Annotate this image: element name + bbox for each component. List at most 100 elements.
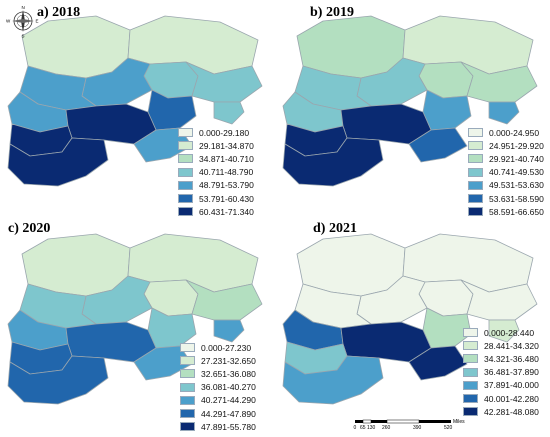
legend-item: 0.000-28.440 — [463, 326, 539, 339]
scale-tick: 260 — [382, 425, 391, 431]
compass-n: N — [22, 5, 25, 10]
legend-item: 42.281-48.080 — [463, 405, 539, 418]
scale-tick: 65 — [360, 425, 366, 431]
legend-label: 37.891-40.000 — [484, 380, 539, 391]
legend-swatch — [463, 394, 478, 404]
legend-swatch — [180, 356, 195, 366]
legend-label: 0.000-29.180 — [199, 127, 250, 138]
legend-swatch — [463, 407, 478, 417]
legend-swatch — [468, 154, 483, 164]
legend-swatch — [178, 194, 193, 204]
legend-label: 34.871-40.710 — [199, 153, 254, 164]
legend-label: 0.000-27.230 — [201, 342, 252, 353]
legend-label: 0.000-28.440 — [484, 327, 535, 338]
legend-item: 37.891-40.000 — [463, 379, 539, 392]
map-panel-2020: c) 2020 0.000-27.230 27.231-32.650 32.651-… — [0, 218, 275, 436]
legend-item: 34.871-40.710 — [178, 152, 254, 165]
map-region — [488, 319, 520, 343]
map-region — [213, 101, 245, 125]
legend-item: 40.741-49.530 — [468, 166, 544, 179]
legend-swatch — [468, 128, 483, 138]
legend-swatch — [463, 341, 478, 351]
legend-label: 47.891-55.780 — [201, 421, 256, 432]
legend-label: 29.181-34.870 — [199, 140, 254, 151]
map-region — [65, 321, 157, 363]
scale-tick: 0 — [354, 425, 357, 431]
legend-swatch — [463, 328, 478, 338]
map-region — [213, 319, 245, 343]
legend-label: 29.921-40.740 — [489, 153, 544, 164]
legend: 0.000-24.950 24.951-29.920 29.921-40.740 40… — [468, 126, 544, 218]
legend-swatch — [463, 380, 478, 390]
legend-label: 40.741-49.530 — [489, 167, 544, 178]
legend-swatch — [463, 354, 478, 364]
map-region — [408, 345, 468, 381]
legend-item: 0.000-29.180 — [178, 126, 254, 139]
legend-label: 48.791-53.790 — [199, 180, 254, 191]
legend-item: 48.791-53.790 — [178, 179, 254, 192]
legend-label: 44.291-47.890 — [201, 408, 256, 419]
legend-label: 32.651-36.080 — [201, 368, 256, 379]
legend-swatch — [463, 367, 478, 377]
legend-swatch — [178, 141, 193, 151]
map-2021 — [282, 233, 538, 405]
legend-label: 40.001-42.280 — [484, 393, 539, 404]
panel-title: a) 2018 — [37, 5, 81, 20]
legend-swatch — [180, 343, 195, 353]
panel-title: d) 2021 — [313, 221, 357, 236]
map-2019 — [282, 15, 538, 187]
map-region — [282, 355, 384, 405]
map-region — [408, 127, 468, 163]
legend-swatch — [178, 167, 193, 177]
legend-swatch — [178, 180, 193, 190]
legend-item: 47.891-55.780 — [180, 420, 256, 433]
legend-item: 27.231-32.650 — [180, 354, 256, 367]
legend-label: 40.711-48.790 — [199, 167, 254, 178]
legend-label: 36.481-37.890 — [484, 367, 539, 378]
map-region — [340, 321, 432, 363]
legend-item: 40.001-42.280 — [463, 392, 539, 405]
legend-swatch — [180, 369, 195, 379]
map-2020 — [7, 233, 263, 405]
legend-label: 0.000-24.950 — [489, 127, 540, 138]
legend-item: 29.181-34.870 — [178, 139, 254, 152]
legend-label: 53.631-58.590 — [489, 193, 544, 204]
scale-unit: Miles — [453, 419, 465, 425]
panel-title: b) 2019 — [310, 5, 354, 20]
compass-rose-icon: N S W E — [6, 5, 39, 39]
map-region — [7, 137, 109, 187]
map-panel-2018: a) 2018 0.000-29.180 29.181-34.870 34.871-… — [0, 0, 275, 218]
map-panel-2019: b) 2019 0.000-24.950 24.951-29.920 29.921-… — [275, 0, 550, 218]
legend-label: 36.081-40.270 — [201, 382, 256, 393]
legend-swatch — [180, 382, 195, 392]
legend-label: 49.531-53.630 — [489, 180, 544, 191]
legend-label: 40.271-44.290 — [201, 395, 256, 406]
map-2018 — [7, 15, 263, 187]
legend-swatch — [468, 180, 483, 190]
scale-tick: 520 — [444, 425, 453, 431]
legend: 0.000-29.180 29.181-34.870 34.871-40.710 40… — [178, 126, 254, 218]
legend-label: 42.281-48.080 — [484, 406, 539, 417]
legend-swatch — [180, 395, 195, 405]
legend: 0.000-27.230 27.231-32.650 32.651-36.080 36… — [180, 341, 256, 433]
legend-swatch — [180, 422, 195, 432]
map-region — [7, 355, 109, 405]
legend-item: 36.081-40.270 — [180, 381, 256, 394]
legend-swatch — [468, 141, 483, 151]
map-region — [65, 103, 157, 145]
legend-label: 24.951-29.920 — [489, 140, 544, 151]
compass-s: S — [22, 34, 25, 39]
legend-swatch — [180, 409, 195, 419]
compass-e: E — [36, 19, 39, 24]
map-region — [488, 101, 520, 125]
legend-swatch — [178, 154, 193, 164]
legend-swatch — [468, 167, 483, 177]
compass-w: W — [6, 19, 11, 24]
legend-swatch — [178, 128, 193, 138]
map-region — [340, 103, 432, 145]
panel-title: c) 2020 — [8, 221, 51, 236]
legend-item: 40.711-48.790 — [178, 166, 254, 179]
legend-item: 32.651-36.080 — [180, 367, 256, 380]
map-region — [282, 137, 384, 187]
legend-item: 58.591-66.650 — [468, 205, 544, 218]
